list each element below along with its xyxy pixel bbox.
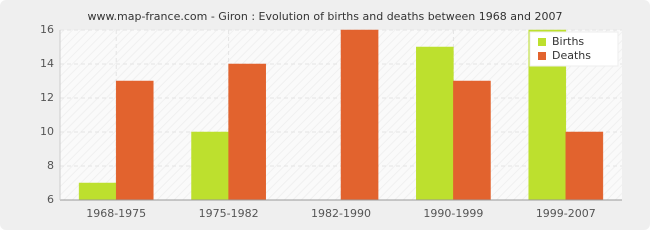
y-tick-label: 14 [40,57,54,70]
y-tick-label: 8 [47,159,54,172]
bar [416,46,454,201]
legend-box [529,31,619,67]
x-tick-label: 1999-2007 [536,207,596,220]
x-tick-label: 1990-1999 [423,207,483,220]
legend-label: Births [552,35,584,48]
chart: www.map-france.com - Giron : Evolution o… [0,0,650,230]
chart-title: www.map-france.com - Giron : Evolution o… [88,10,563,23]
x-tick-label: 1975-1982 [199,207,259,220]
bar [340,29,379,201]
y-tick-label: 6 [47,193,54,206]
x-tick-label: 1968-1975 [86,207,146,220]
bar [565,131,604,201]
bar [453,80,491,201]
bar [228,63,266,201]
x-tick-label: 1982-1990 [311,207,371,220]
bar [191,131,229,201]
y-tick-label: 12 [40,91,54,104]
legend-swatch [538,38,546,46]
bar [115,80,154,201]
bar [78,182,117,201]
y-tick-label: 16 [40,23,54,36]
y-tick-label: 10 [40,125,54,138]
legend-swatch [538,52,546,60]
legend-label: Deaths [552,49,591,62]
